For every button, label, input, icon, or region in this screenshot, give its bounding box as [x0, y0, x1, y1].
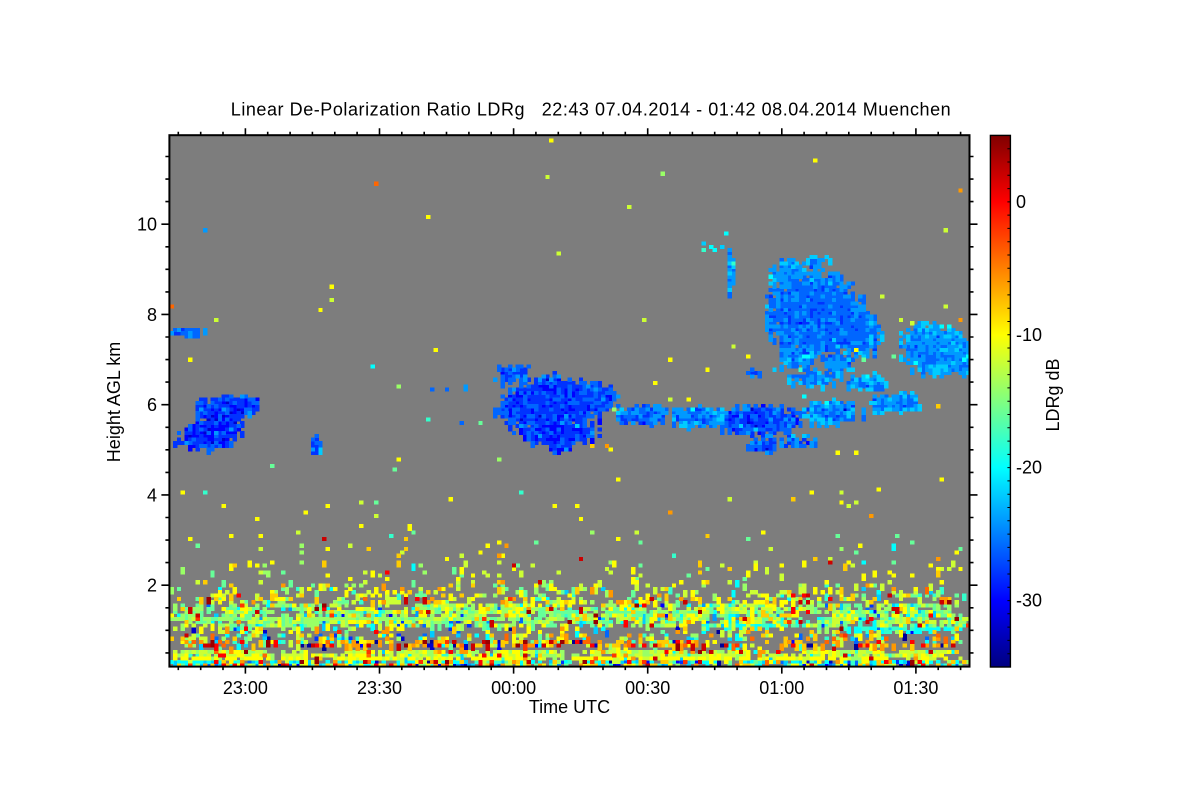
svg-text:-30: -30	[1016, 591, 1042, 611]
svg-text:01:30: 01:30	[893, 678, 938, 698]
svg-text:Linear De-Polarization Ratio L: Linear De-Polarization Ratio LDRg 22:43 …	[231, 100, 951, 120]
svg-text:00:30: 00:30	[625, 678, 670, 698]
svg-text:23:30: 23:30	[357, 678, 402, 698]
svg-text:0: 0	[1016, 192, 1026, 212]
svg-text:-10: -10	[1016, 325, 1042, 345]
svg-text:8: 8	[147, 305, 157, 325]
svg-text:-20: -20	[1016, 458, 1042, 478]
svg-text:23:00: 23:00	[223, 678, 268, 698]
svg-text:2: 2	[147, 576, 157, 596]
svg-text:Time UTC: Time UTC	[529, 697, 610, 717]
svg-text:6: 6	[147, 395, 157, 415]
svg-text:LDRg dB: LDRg dB	[1043, 358, 1063, 431]
svg-text:4: 4	[147, 485, 157, 505]
svg-text:00:00: 00:00	[491, 678, 536, 698]
svg-text:01:00: 01:00	[759, 678, 804, 698]
svg-text:Height AGL km: Height AGL km	[104, 342, 124, 462]
svg-text:10: 10	[137, 215, 157, 235]
